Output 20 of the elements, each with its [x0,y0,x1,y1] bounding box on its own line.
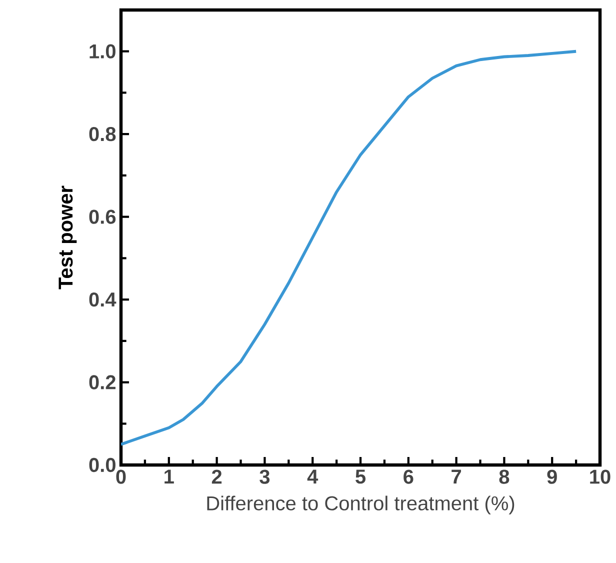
x-tick-label: 8 [499,470,510,484]
y-tick-label: 0.8 [89,127,116,142]
x-tick-label: 1 [164,470,174,484]
y-tick-label: 1.0 [90,44,116,58]
x-axis-title: Difference to Control treatment (%) [207,496,514,514]
line-series [121,50,578,446]
x-tick-label: 7 [452,470,461,484]
y-axis-title: Test power [58,186,77,290]
y-tick-label: 0.6 [89,210,116,224]
x-tick-label: 3 [260,470,270,484]
y-tick-label: 0.4 [89,292,116,307]
y-tick-label: 0.2 [89,375,116,390]
x-tick-label: 4 [307,470,318,484]
x-tick-label: 5 [356,470,366,484]
x-tick-label: 0 [116,470,126,484]
x-tick-label: 10 [590,470,610,484]
x-tick-label: 2 [212,470,222,484]
x-tick-label: 6 [404,470,414,484]
y-tick-label: 0.0 [89,458,116,472]
x-tick-label: 9 [547,470,557,484]
